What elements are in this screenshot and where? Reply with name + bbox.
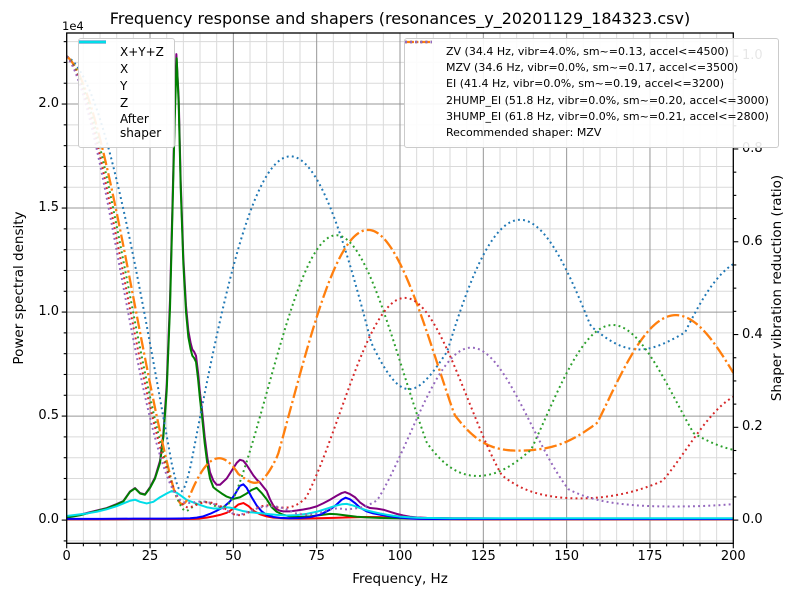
legend-item-after-shaper: After shaper (79, 40, 164, 141)
chart-title: Frequency response and shapers (resonanc… (109, 9, 691, 28)
x-axis-label: Frequency, Hz (352, 571, 448, 587)
x-tick-label: 125 (470, 549, 496, 564)
legend-item-x: X (79, 40, 164, 78)
legend-psd: X+Y+Z X Y Z After shaper (78, 38, 175, 148)
y-axis-label-right: Shaper vibration reduction (ratio) (769, 174, 785, 402)
x-tick-label: 175 (637, 549, 663, 564)
legend-label: ZV (34.4 Hz, vibr=4.0%, sm~=0.13, accel<… (446, 44, 729, 58)
legend-label: X+Y+Z (120, 45, 164, 60)
x-tick-label: 50 (225, 549, 242, 564)
y-tick-label-left: 1.5 (38, 200, 59, 216)
x-tick-label: 25 (141, 549, 159, 564)
legend-item-recommended: Recommended shaper: MZV (412, 125, 769, 141)
legend-item-y: Y (79, 40, 164, 95)
legend-label: After shaper (120, 112, 162, 140)
shaper-curve-zv (66, 55, 734, 493)
legend-label: EI (41.4 Hz, vibr=0.0%, sm~=0.19, accel<… (446, 77, 724, 91)
y-tick-label-right: 0.4 (742, 326, 763, 342)
legend-item-z: Z (79, 40, 164, 112)
y-axis-label-left: Power spectral density (11, 211, 27, 365)
shaper-curve-mzv (66, 55, 734, 506)
y-tick-label-right: 0.0 (742, 512, 763, 528)
y-tick-label-right: 0.6 (742, 233, 763, 249)
legend-item-xyz: X+Y+Z (79, 40, 164, 61)
legend-item-zv: ZV (34.4 Hz, vibr=4.0%, sm~=0.13, accel<… (405, 40, 769, 60)
legend-item-mzv: MZV (34.6 Hz, vibr=0.0%, sm~=0.17, accel… (405, 40, 769, 76)
y-tick-label-left: 0.5 (38, 408, 59, 424)
y-axis-offset-label: 1e4 (62, 19, 84, 33)
psd-curve-after-shaper (66, 489, 734, 520)
x-tick-label: 75 (308, 549, 325, 564)
legend-label: MZV (34.6 Hz, vibr=0.0%, sm~=0.17, accel… (446, 61, 739, 75)
x-tick-label: 150 (554, 549, 580, 564)
legend-label: Y (120, 79, 128, 94)
x-tick-label: 0 (62, 549, 71, 564)
x-tick-label: 200 (720, 549, 746, 564)
y-tick-label-left: 1.0 (38, 304, 59, 320)
legend-label: Z (120, 96, 129, 111)
legend-shapers: ZV (34.4 Hz, vibr=4.0%, sm~=0.13, accel<… (404, 38, 779, 148)
legend-item-2hump-ei: 2HUMP_EI (51.8 Hz, vibr=0.0%, sm~=0.20, … (405, 40, 769, 109)
legend-label: 3HUMP_EI (61.8 Hz, vibr=0.0%, sm~=0.21, … (446, 110, 769, 124)
y-tick-label-right: 0.2 (742, 419, 763, 435)
curves (66, 53, 734, 521)
y-tick-label-left: 0.0 (38, 512, 59, 528)
legend-item-3hump-ei: 3HUMP_EI (61.8 Hz, vibr=0.0%, sm~=0.21, … (405, 40, 769, 125)
x-tick-label: 100 (387, 549, 413, 564)
recommended-shaper-text: Recommended shaper: MZV (446, 126, 602, 140)
legend-label: 2HUMP_EI (51.8 Hz, vibr=0.0%, sm~=0.20, … (446, 93, 769, 107)
legend-item-ei: EI (41.4 Hz, vibr=0.0%, sm~=0.19, accel<… (405, 40, 769, 93)
shaper-curve-2hump-ei (66, 55, 734, 517)
psd-curve-z (66, 483, 734, 521)
legend-label: X (120, 62, 129, 77)
shaper-curve-3hump-ei (66, 55, 734, 516)
y-tick-label-left: 2.0 (38, 96, 59, 112)
